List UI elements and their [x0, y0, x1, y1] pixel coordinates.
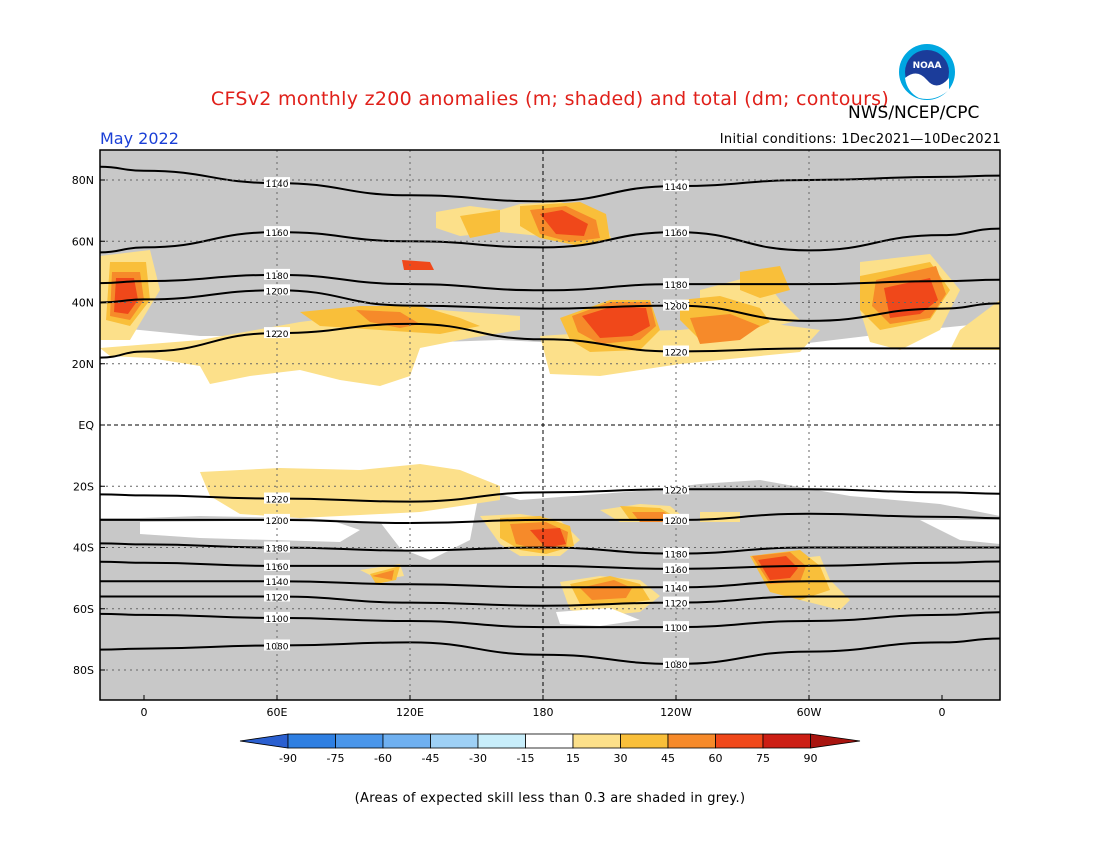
colorbar-label: 45 — [661, 752, 675, 765]
colorbar-swatch — [715, 733, 764, 749]
contour-label: 1080 — [665, 661, 688, 671]
organization-label: NWS/NCEP/CPC — [848, 103, 980, 123]
colorbar-label: 15 — [566, 752, 580, 765]
longitude-label: 120W — [660, 706, 692, 719]
colorbar-label: -15 — [517, 752, 535, 765]
contour-label: 1220 — [266, 496, 289, 506]
latitude-label: 60S — [73, 603, 94, 616]
contour-label: 1080 — [266, 643, 289, 653]
longitude-label: 120E — [396, 706, 424, 719]
latitude-label: 40N — [72, 297, 94, 310]
latitude-label: 20S — [73, 480, 94, 493]
colorbar-label: 75 — [756, 752, 770, 765]
grid-lines — [100, 150, 1000, 700]
longitude-label: 180 — [533, 706, 554, 719]
longitude-label: 60E — [267, 706, 288, 719]
contour-label: 1120 — [665, 600, 688, 610]
colorbar-label: -30 — [469, 752, 487, 765]
contour-label: 1200 — [665, 517, 688, 527]
latitude-label: 20N — [72, 358, 94, 371]
contour-label: 1220 — [665, 349, 688, 359]
contour-line — [99, 488, 1001, 503]
contour-line — [99, 289, 1001, 322]
colorbar-label: -45 — [422, 752, 440, 765]
colorbar-label: -60 — [374, 752, 392, 765]
colorbar-swatch — [525, 733, 574, 749]
contour-label: 1220 — [665, 486, 688, 496]
contour-label: 1180 — [266, 545, 289, 555]
contour-label: 1220 — [266, 330, 289, 340]
longitude-axis: 0 60E 120E 180 120W 60W 0 — [141, 695, 946, 719]
anomaly-shading — [100, 202, 1000, 626]
colorbar-swatch — [430, 733, 479, 749]
contour-line — [99, 542, 1000, 555]
colorbar-swatch — [810, 733, 861, 749]
colorbar-swatch — [620, 733, 669, 749]
contour-label: 1120 — [266, 594, 289, 604]
longitude-label: 60W — [797, 706, 822, 719]
contour-line — [99, 227, 1001, 254]
latitude-label: 60N — [72, 235, 94, 248]
latitude-label: 40S — [73, 542, 94, 555]
longitude-label: 0 — [141, 706, 148, 719]
colorbar-label: -90 — [279, 752, 297, 765]
latitude-axis: 80N 60N 40N 20N EQ 20S 40S 60S 80S — [72, 174, 105, 677]
colorbar-label: 60 — [709, 752, 723, 765]
colorbar-swatch — [335, 733, 384, 749]
colorbar-label: 90 — [804, 752, 818, 765]
colorbar-swatch — [287, 733, 336, 749]
contour-line — [100, 512, 1001, 525]
contour-label: 1180 — [665, 551, 688, 561]
latitude-label: 80S — [73, 664, 94, 677]
forecast-period: May 2022 — [100, 129, 179, 148]
colorbar: -90 -75 -60 -45 -30 -15 15 30 45 60 75 90 — [239, 733, 861, 765]
contour-label: 1140 — [266, 180, 289, 190]
colorbar-label: 30 — [614, 752, 628, 765]
colorbar-label: -75 — [327, 752, 345, 765]
map-title: CFSv2 monthly z200 anomalies (m; shaded)… — [210, 88, 890, 110]
initial-conditions: Initial conditions: 1Dec2021—10Dec2021 — [719, 132, 1001, 147]
footnote: (Areas of expected skill less than 0.3 a… — [354, 791, 746, 806]
contour-label: 1180 — [665, 281, 688, 291]
contour-label: 1160 — [266, 563, 289, 573]
contour-label: 1140 — [665, 183, 688, 193]
colorbar-swatch — [762, 733, 811, 749]
longitude-label: 0 — [939, 706, 946, 719]
latitude-label: EQ — [78, 419, 94, 432]
contour-label: 1200 — [266, 287, 289, 297]
colorbar-swatch — [667, 733, 716, 749]
latitude-label: 80N — [72, 174, 94, 187]
noaa-logo-icon: NOAA — [899, 44, 955, 100]
contour-label: 1200 — [266, 517, 289, 527]
colorbar-swatch — [572, 733, 621, 749]
colorbar-swatch — [382, 733, 431, 749]
contour-label: 1100 — [665, 624, 688, 634]
colorbar-swatch — [477, 733, 526, 749]
colorbar-swatch — [239, 733, 289, 749]
logo-text: NOAA — [913, 61, 942, 71]
